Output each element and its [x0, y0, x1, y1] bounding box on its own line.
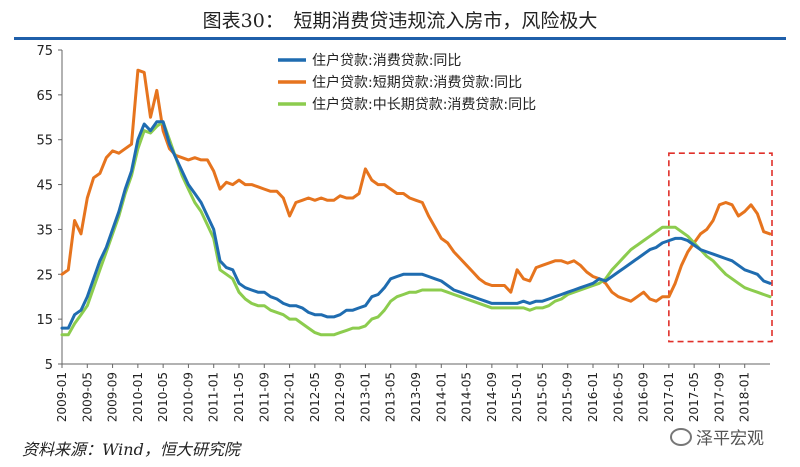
source-note: 资料来源：Wind，恒大研究院 [22, 440, 240, 459]
x-tick-label: 2009-05 [80, 372, 94, 422]
x-tick-label: 2016-05 [611, 372, 625, 422]
x-tick-label: 2016-01 [586, 372, 600, 422]
x-tick-label: 2011-01 [207, 372, 221, 422]
x-tick-label: 2013-09 [409, 372, 423, 422]
x-tick-label: 2018-01 [738, 372, 752, 422]
x-tick-label: 2012-01 [283, 372, 297, 422]
x-tick-label: 2015-01 [510, 372, 524, 422]
legend-label-1: 住户贷款:消费贷款:同比 [312, 52, 461, 69]
x-tick-label: 2017-09 [712, 372, 726, 422]
x-tick-label: 2016-09 [637, 372, 651, 422]
x-tick-label: 2011-09 [257, 372, 271, 422]
y-tick-label: 75 [36, 44, 53, 59]
x-tick-label: 2014-09 [485, 372, 499, 422]
x-tick-label: 2014-01 [434, 372, 448, 422]
line-chart: 5 15 25 35 45 55 65 75 2009-01 2009-05 2009-09 2010… [36, 44, 773, 422]
y-tick-label: 55 [36, 134, 53, 149]
x-tick-label: 2017-01 [662, 372, 676, 422]
title-rule [14, 37, 786, 40]
y-tick-label: 45 [36, 179, 53, 194]
legend-label-2: 住户贷款:短期贷款:消费贷款:同比 [312, 74, 522, 91]
x-tick-label: 2009-09 [106, 372, 120, 422]
x-tick-label: 2012-09 [333, 372, 347, 422]
x-tick-label: 2014-05 [460, 372, 474, 422]
y-tick-label: 15 [36, 313, 53, 328]
x-tick-label: 2017-05 [687, 372, 701, 422]
x-tick-label: 2010-09 [181, 372, 195, 422]
x-tick-label: 2013-01 [358, 372, 372, 422]
x-tick-label: 2010-01 [131, 372, 145, 422]
y-tick-label: 25 [36, 268, 53, 283]
y-tick-label: 5 [45, 358, 53, 373]
legend-label-3: 住户贷款:中长期贷款:消费贷款:同比 [312, 96, 536, 113]
x-tick-label: 2012-05 [308, 372, 322, 422]
series-line-1 [60, 120, 772, 330]
watermark-text: 泽平宏观 [696, 429, 764, 449]
wechat-icon [670, 428, 692, 446]
series-line-3 [60, 120, 772, 337]
y-tick-label: 65 [36, 89, 53, 104]
x-tick-label: 2015-09 [561, 372, 575, 422]
x-tick-label: 2009-01 [55, 372, 69, 422]
watermark: 泽平宏观 [670, 424, 764, 449]
x-tick-label: 2013-05 [384, 372, 398, 422]
y-tick-label: 35 [36, 223, 53, 238]
highlight-box [668, 152, 773, 343]
series-line-2 [60, 68, 772, 303]
x-tick-label: 2010-05 [156, 372, 170, 422]
x-tick-label: 2011-05 [232, 372, 246, 422]
chart-title: 图表30： 短期消费贷违规流入房市，风险极大 [202, 10, 598, 32]
x-tick-label: 2015-05 [535, 372, 549, 422]
